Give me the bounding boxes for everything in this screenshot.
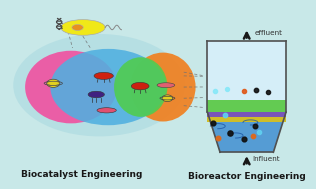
Point xyxy=(227,131,232,134)
Bar xyxy=(207,112,286,116)
Text: effluent: effluent xyxy=(254,30,282,36)
Point xyxy=(254,88,259,91)
Point xyxy=(242,90,247,93)
Ellipse shape xyxy=(94,72,113,79)
Point xyxy=(211,122,216,125)
Point xyxy=(266,90,271,93)
Point xyxy=(224,88,229,91)
Point xyxy=(251,135,256,138)
Ellipse shape xyxy=(72,25,83,30)
Ellipse shape xyxy=(162,95,173,101)
Polygon shape xyxy=(207,112,286,152)
Bar xyxy=(207,112,286,117)
Bar xyxy=(207,112,286,122)
Point xyxy=(212,89,217,92)
Ellipse shape xyxy=(47,79,60,88)
Point xyxy=(242,138,247,141)
Ellipse shape xyxy=(88,91,104,98)
Ellipse shape xyxy=(97,108,116,113)
Ellipse shape xyxy=(47,81,60,85)
Bar xyxy=(207,41,286,112)
Ellipse shape xyxy=(114,57,167,117)
Ellipse shape xyxy=(13,34,185,136)
Bar xyxy=(207,41,286,100)
Point xyxy=(223,113,228,116)
Ellipse shape xyxy=(157,83,175,88)
Ellipse shape xyxy=(131,82,149,90)
Ellipse shape xyxy=(61,20,105,35)
Point xyxy=(257,130,262,133)
Text: Influent: Influent xyxy=(252,156,280,162)
Point xyxy=(252,125,258,128)
Polygon shape xyxy=(207,112,286,152)
Bar xyxy=(207,117,286,122)
Ellipse shape xyxy=(25,51,117,123)
Text: Biocatalyst Engineering: Biocatalyst Engineering xyxy=(21,170,142,179)
Ellipse shape xyxy=(131,53,196,122)
Point xyxy=(215,137,220,140)
Ellipse shape xyxy=(50,49,166,125)
Bar xyxy=(207,100,286,112)
Text: Bioreactor Engineering: Bioreactor Engineering xyxy=(188,172,306,181)
